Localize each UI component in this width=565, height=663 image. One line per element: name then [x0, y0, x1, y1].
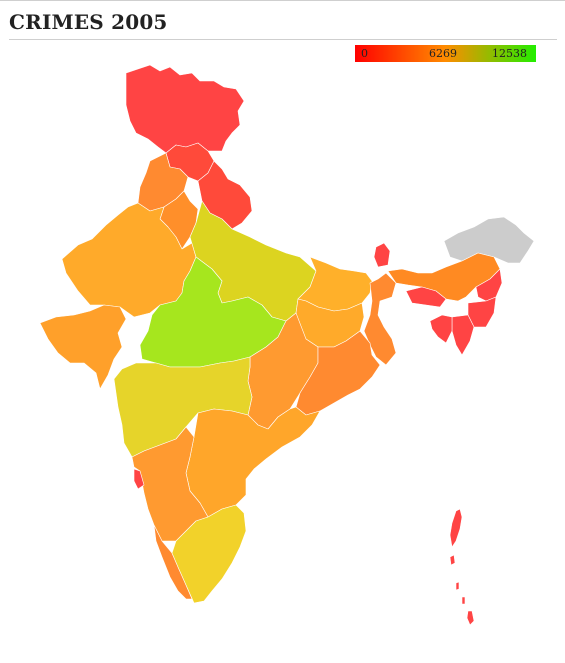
region-shape[interactable]: [455, 581, 460, 591]
region-shape[interactable]: [153, 524, 193, 600]
legend-gradient-bar: [355, 45, 536, 62]
region-shape[interactable]: [467, 296, 497, 328]
title-divider: [9, 39, 557, 40]
region-shape[interactable]: [449, 508, 463, 548]
page-title: CRIMES 2005: [9, 10, 168, 34]
region-shape[interactable]: [373, 242, 391, 268]
region-gujarat[interactable]: [39, 304, 127, 390]
region-sikkim[interactable]: [373, 242, 391, 268]
region-orissa[interactable]: [295, 330, 381, 416]
region-meghalaya[interactable]: [405, 286, 447, 308]
region-mizoram[interactable]: [451, 314, 475, 356]
region-jammu-and-kashmir[interactable]: [125, 64, 245, 154]
region-shape[interactable]: [475, 268, 503, 302]
region-andaman-and-nicobar[interactable]: [449, 508, 475, 626]
region-shape[interactable]: [185, 406, 321, 518]
region-tamil-nadu[interactable]: [171, 504, 247, 604]
region-shape[interactable]: [363, 272, 397, 366]
region-goa[interactable]: [133, 468, 145, 490]
region-shape[interactable]: [39, 304, 127, 390]
region-andhra-pradesh[interactable]: [185, 406, 321, 518]
region-west-bengal[interactable]: [363, 272, 397, 366]
color-legend: 0 6269 12538: [355, 45, 536, 62]
region-shape[interactable]: [405, 286, 447, 308]
legend-min-label: 0: [361, 47, 368, 60]
region-shape[interactable]: [429, 314, 453, 344]
region-shape[interactable]: [295, 330, 381, 416]
region-manipur[interactable]: [467, 296, 497, 328]
legend-max-label: 12538: [492, 47, 527, 60]
region-kerala[interactable]: [153, 524, 193, 600]
legend-mid-label: 6269: [429, 47, 457, 60]
region-shape[interactable]: [125, 64, 245, 154]
region-tripura[interactable]: [429, 314, 453, 344]
region-shape[interactable]: [451, 314, 475, 356]
region-shape[interactable]: [449, 554, 456, 566]
region-shape[interactable]: [466, 610, 475, 626]
region-shape[interactable]: [461, 596, 466, 605]
region-shape[interactable]: [171, 504, 247, 604]
region-shape[interactable]: [133, 468, 145, 490]
region-nagaland[interactable]: [475, 268, 503, 302]
